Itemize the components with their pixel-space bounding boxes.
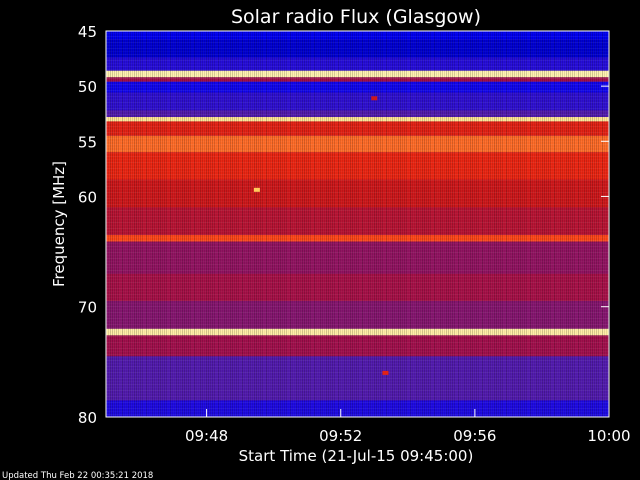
y-tick-label: 45 bbox=[78, 23, 97, 41]
x-axis-ticks: 09:48 09:52 09:56 10:00 bbox=[185, 409, 631, 445]
x-tick-label: 09:52 bbox=[319, 427, 362, 445]
y-tick-label: 55 bbox=[78, 133, 97, 151]
y-tick-label: 50 bbox=[78, 78, 97, 96]
burst-1 bbox=[253, 187, 260, 192]
burst-0 bbox=[371, 96, 378, 101]
y-axis-ticks: 45 50 55 60 70 80 bbox=[78, 23, 609, 427]
y-axis-title: Frequency [MHz] bbox=[50, 161, 68, 287]
chart-title: Solar radio Flux (Glasgow) bbox=[231, 6, 481, 28]
y-tick-label: 70 bbox=[78, 299, 97, 317]
x-tick-label: 09:56 bbox=[453, 427, 496, 445]
x-tick-label: 09:48 bbox=[185, 427, 228, 445]
plot-area bbox=[105, 30, 610, 418]
x-axis-title: Start Time (21-Jul-15 09:45:00) bbox=[239, 447, 474, 465]
burst-2 bbox=[382, 370, 389, 375]
y-tick-label: 80 bbox=[78, 409, 97, 427]
updated-timestamp: Updated Thu Feb 22 00:35:21 2018 bbox=[2, 471, 153, 480]
x-tick-label: 10:00 bbox=[587, 427, 630, 445]
y-tick-label: 60 bbox=[78, 188, 97, 206]
